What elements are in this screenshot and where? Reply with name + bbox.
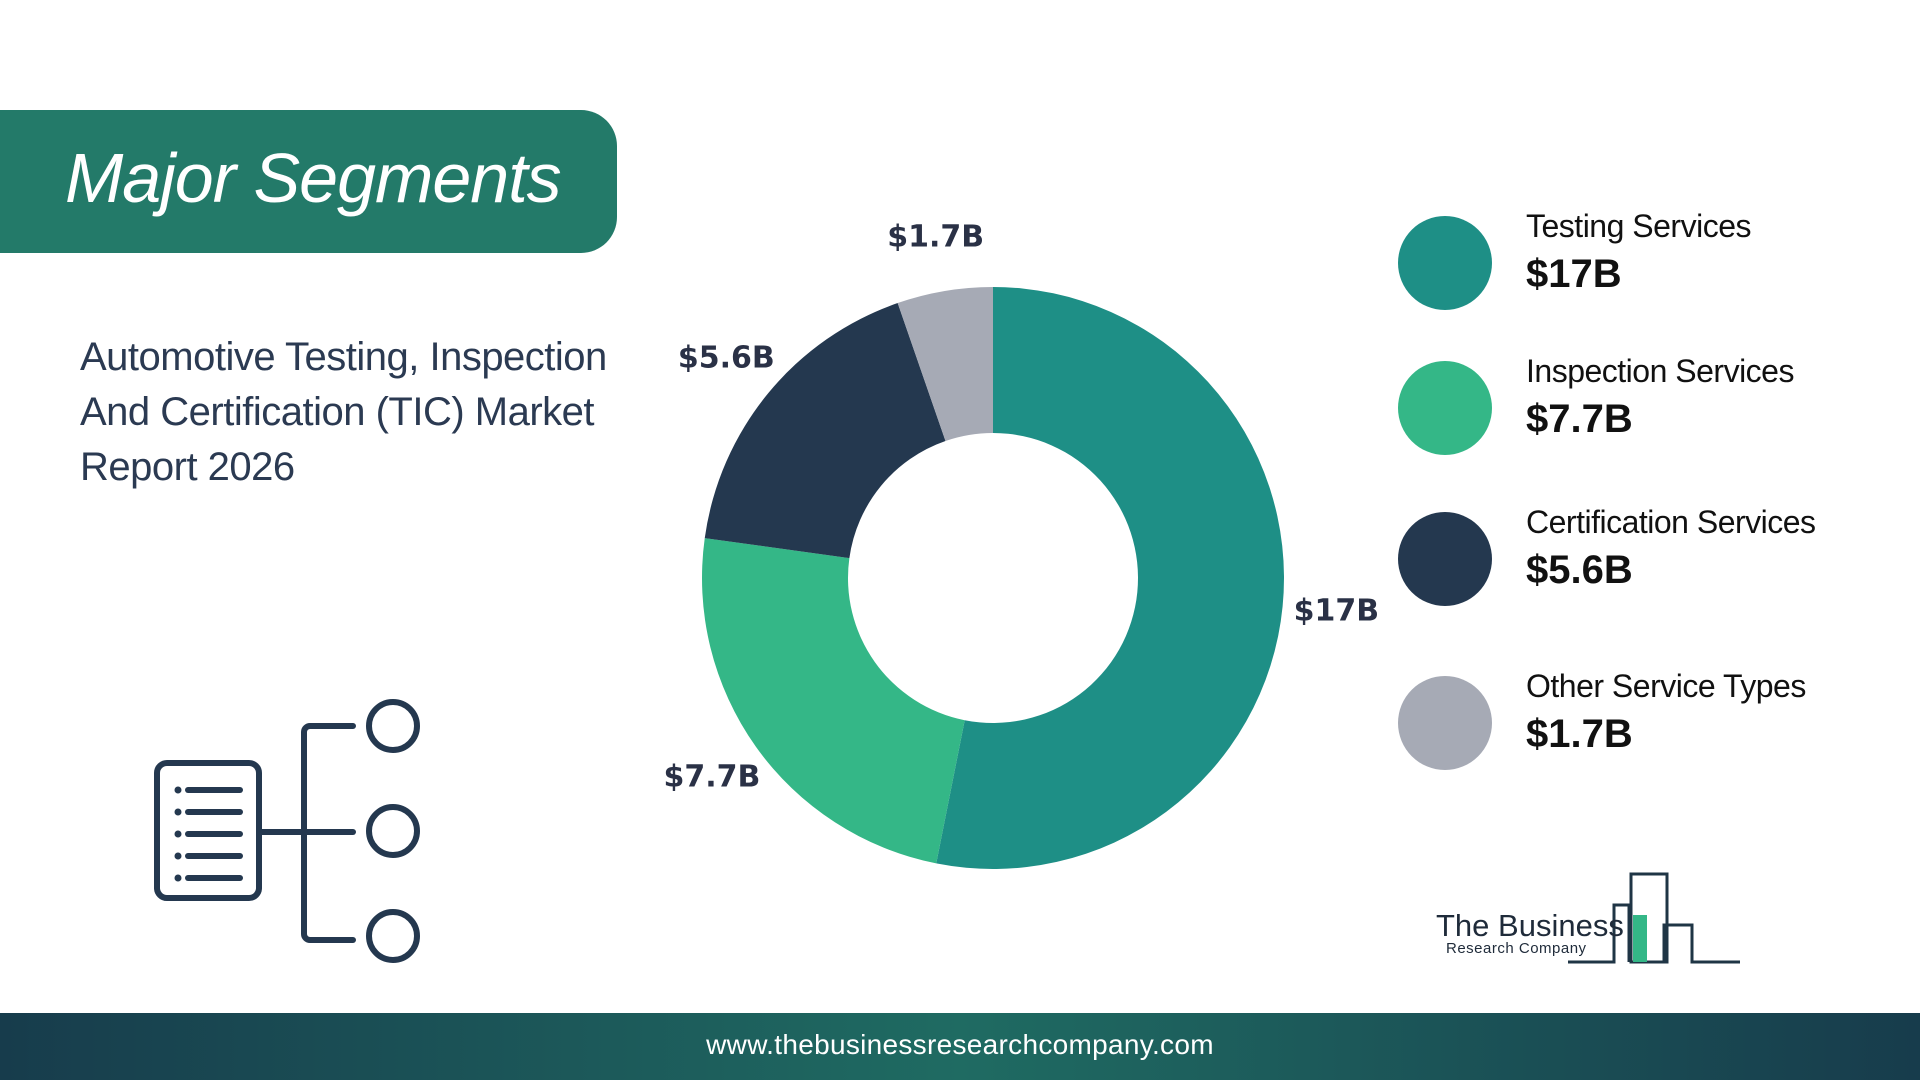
donut-slice-other-service-types [897, 287, 993, 442]
logo-line2: Research Company [1446, 940, 1587, 957]
legend-value: $17B [1526, 252, 1622, 296]
data-label: $1.7B [887, 219, 984, 254]
legend-swatch [1398, 676, 1492, 770]
donut-slice-inspection-services [702, 538, 965, 864]
footer-url[interactable]: www.thebusinessresearchcompany.com [706, 1029, 1214, 1060]
legend-item-certification: Certification Services $5.6B [1398, 504, 1898, 606]
data-label: $17B [1294, 593, 1380, 628]
legend-item-testing: Testing Services $17B [1398, 208, 1898, 310]
legend-swatch [1398, 361, 1492, 455]
donut-slice-certification-services [704, 303, 946, 559]
section-banner: Major Segments [0, 110, 617, 253]
legend-value: $7.7B [1526, 397, 1633, 441]
legend-label: Testing Services [1526, 208, 1751, 244]
legend-swatch [1398, 512, 1492, 606]
chart-legend: Testing Services $17B Inspection Service… [1398, 208, 1898, 788]
document-hierarchy-icon [154, 699, 420, 963]
footer-bar: www.thebusinessresearchcompany.com [0, 1013, 1920, 1080]
legend-value: $1.7B [1526, 712, 1633, 756]
donut-slice-testing-services [936, 287, 1284, 869]
logo-line1: The Business [1436, 908, 1624, 943]
legend-item-inspection: Inspection Services $7.7B [1398, 353, 1898, 455]
legend-item-other: Other Service Types $1.7B [1398, 668, 1898, 770]
data-label: $5.6B [678, 341, 775, 376]
legend-label: Certification Services [1526, 504, 1816, 540]
legend-swatch [1398, 216, 1492, 310]
report-title: Automotive Testing, Inspection And Certi… [80, 335, 607, 489]
legend-label: Other Service Types [1526, 668, 1806, 704]
legend-value: $5.6B [1526, 548, 1633, 592]
building-bars-icon [1568, 872, 1740, 964]
data-label: $7.7B [663, 760, 760, 795]
page-title: Major Segments [65, 139, 562, 217]
legend-label: Inspection Services [1526, 353, 1794, 389]
company-logo: The Business Research Company [1432, 870, 1742, 970]
